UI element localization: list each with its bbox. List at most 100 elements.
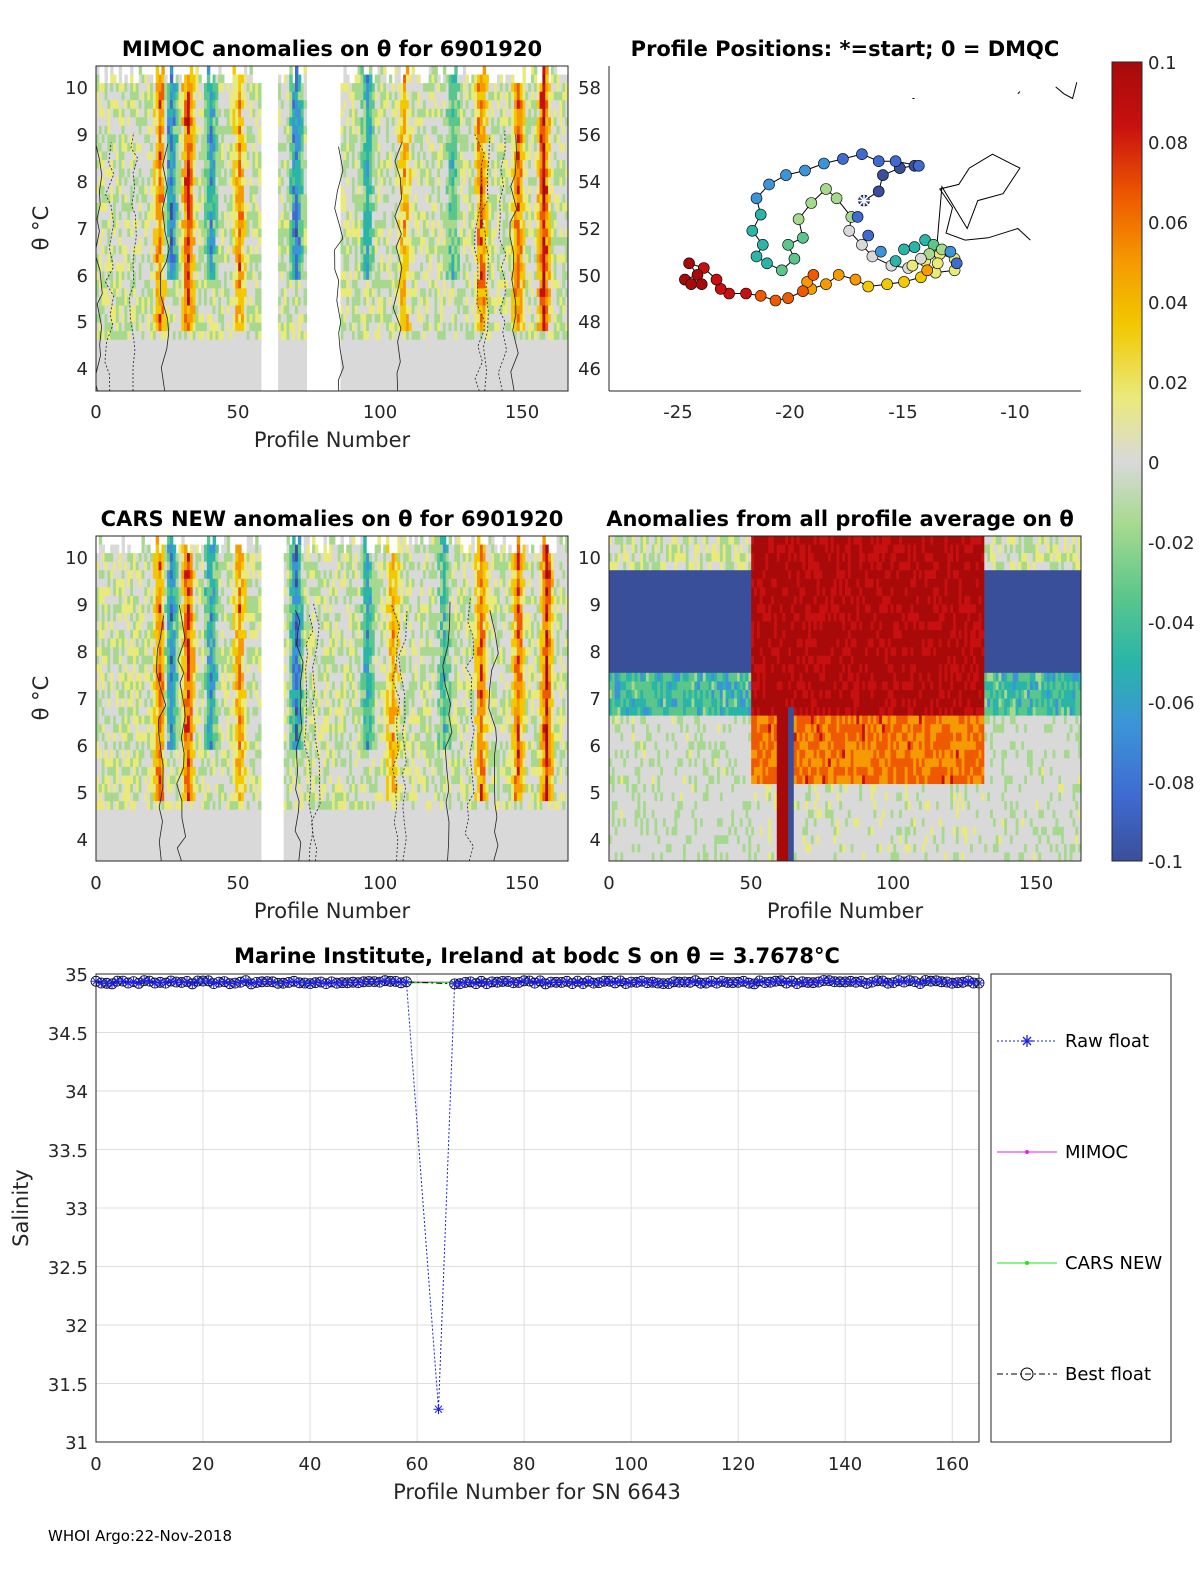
heatmap-cell xyxy=(460,91,464,101)
heatmap-cell xyxy=(340,322,344,332)
heatmap-cell xyxy=(172,245,177,255)
heatmap-cell xyxy=(175,74,179,84)
heatmap-cell xyxy=(346,262,350,272)
heatmap-cell xyxy=(474,117,478,127)
heatmap-cell xyxy=(394,288,398,298)
heatmap-cell xyxy=(482,74,487,84)
heatmap-cell xyxy=(400,194,404,204)
heatmap-cell xyxy=(423,262,427,272)
heatmap-cell xyxy=(471,288,475,298)
heatmap-cell xyxy=(297,219,302,230)
heatmap-cell xyxy=(201,279,205,289)
heatmap-cell xyxy=(297,143,302,153)
heatmap-cell xyxy=(383,271,387,281)
heatmap-cell xyxy=(118,245,123,255)
heatmap-cell xyxy=(400,160,404,170)
heatmap-cell xyxy=(164,202,168,212)
heatmap-cell xyxy=(477,373,481,384)
heatmap-cell xyxy=(252,348,256,358)
heatmap-cell xyxy=(249,322,253,332)
heatmap-cell xyxy=(340,177,344,187)
heatmap-cell xyxy=(113,83,117,93)
heatmap-cell xyxy=(167,382,171,391)
heatmap-column xyxy=(468,83,472,391)
heatmap-cell xyxy=(255,91,259,101)
heatmap-cell xyxy=(150,74,154,84)
heatmap-cell xyxy=(300,134,305,144)
heatmap-cell xyxy=(252,219,256,230)
heatmap-cell xyxy=(511,331,515,341)
heatmap-cell xyxy=(98,100,103,110)
heatmap-cell xyxy=(369,168,373,178)
heatmap-cell xyxy=(479,117,484,127)
heatmap-cell xyxy=(121,348,125,358)
heatmap-cell xyxy=(104,296,108,307)
heatmap-cell xyxy=(434,279,438,289)
heatmap-cell xyxy=(499,254,504,264)
heatmap-cell xyxy=(394,322,398,332)
heatmap-cell xyxy=(124,151,128,161)
heatmap-cell xyxy=(161,245,165,255)
heatmap-cell xyxy=(215,373,219,384)
heatmap-cell xyxy=(460,288,464,298)
heatmap-cell xyxy=(511,305,515,315)
heatmap-cell xyxy=(460,382,464,391)
heatmap-cell xyxy=(491,83,495,93)
heatmap-cell xyxy=(155,356,160,366)
heatmap-cell xyxy=(425,83,430,93)
heatmap-cell xyxy=(201,91,205,101)
heatmap-cell xyxy=(201,245,205,255)
heatmap-cell xyxy=(286,356,290,366)
heatmap-cell xyxy=(482,322,487,332)
heatmap-cell xyxy=(198,83,202,93)
heatmap-cell xyxy=(181,331,185,341)
heatmap-cell xyxy=(411,382,415,391)
heatmap-cell xyxy=(204,91,208,101)
heatmap-cell xyxy=(405,151,410,161)
heatmap-cell xyxy=(283,228,288,238)
heatmap-cell xyxy=(201,83,205,93)
heatmap-cell xyxy=(351,202,356,212)
heatmap-cell xyxy=(357,296,361,307)
heatmap-cell xyxy=(278,254,282,264)
heatmap-cell xyxy=(161,339,165,349)
heatmap-cell xyxy=(408,177,413,187)
heatmap-cell xyxy=(150,339,154,349)
heatmap-cell xyxy=(292,356,296,366)
heatmap-cell xyxy=(110,117,114,127)
heatmap-cell xyxy=(369,108,373,118)
heatmap-cell xyxy=(98,143,103,153)
heatmap-cell xyxy=(488,177,492,187)
heatmap-cell xyxy=(380,305,384,315)
heatmap-cell xyxy=(130,237,134,247)
heatmap-cell xyxy=(167,91,171,101)
heatmap-cell xyxy=(252,108,256,118)
heatmap-cell xyxy=(195,237,199,247)
heatmap-cell xyxy=(448,322,452,332)
heatmap-cell xyxy=(198,143,202,153)
heatmap-cell xyxy=(169,219,174,230)
heatmap-cell xyxy=(110,262,114,272)
heatmap-cell xyxy=(451,168,455,178)
heatmap-cell xyxy=(405,322,410,332)
heatmap-cell xyxy=(502,125,506,136)
heatmap-cell xyxy=(215,74,219,84)
heatmap-cell xyxy=(374,305,379,315)
heatmap-cell xyxy=(226,382,231,391)
heatmap-cell xyxy=(286,194,290,204)
heatmap-cell xyxy=(465,237,469,247)
heatmap-cell xyxy=(386,117,390,127)
heatmap-cell xyxy=(238,271,242,281)
heatmap-cell xyxy=(101,211,106,221)
heatmap-cell xyxy=(397,339,401,349)
heatmap-cell xyxy=(107,219,111,230)
heatmap-cell xyxy=(187,74,191,84)
heatmap-cell xyxy=(206,296,211,307)
heatmap-cell xyxy=(377,91,381,101)
heatmap-cell xyxy=(462,237,467,247)
heatmap-cell xyxy=(366,108,370,118)
heatmap-cell xyxy=(169,202,174,212)
heatmap-cell xyxy=(360,211,364,221)
heatmap-cell xyxy=(243,202,248,212)
heatmap-cell xyxy=(189,143,194,153)
